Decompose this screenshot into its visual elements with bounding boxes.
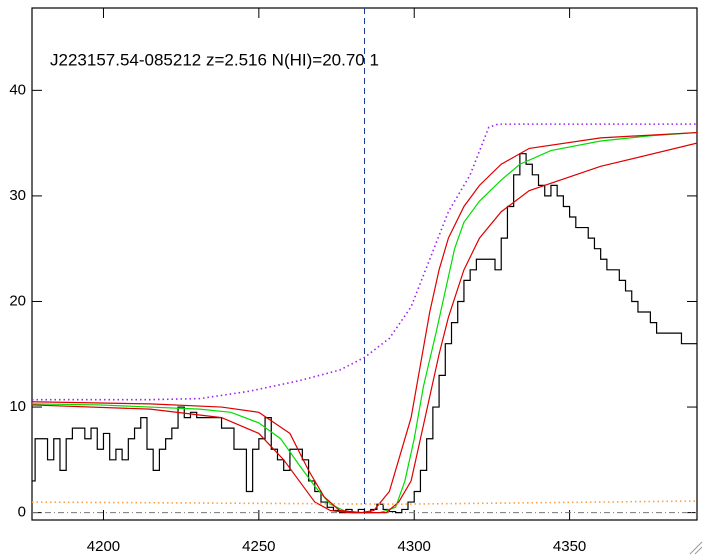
plot-area	[32, 8, 697, 520]
series-line	[32, 500, 697, 505]
y-tick-label: 0	[18, 504, 26, 521]
series-line	[32, 131, 697, 514]
series-line	[32, 153, 697, 514]
x-tick-label: 4350	[553, 538, 586, 555]
y-tick-label: 20	[9, 292, 26, 309]
y-tick-label: 30	[9, 187, 26, 204]
x-tick-label: 4300	[398, 538, 431, 555]
y-tick-label: 10	[9, 398, 26, 415]
x-tick-label: 4200	[87, 538, 120, 555]
series-line	[32, 123, 697, 401]
x-tick-label: 4250	[242, 538, 275, 555]
resize-grip	[689, 541, 703, 555]
series-line	[32, 142, 697, 514]
series-line	[32, 131, 697, 514]
y-tick-label: 40	[9, 81, 26, 98]
chart-title: J223157.54-085212 z=2.516 N(HI)=20.70 1	[50, 50, 379, 69]
